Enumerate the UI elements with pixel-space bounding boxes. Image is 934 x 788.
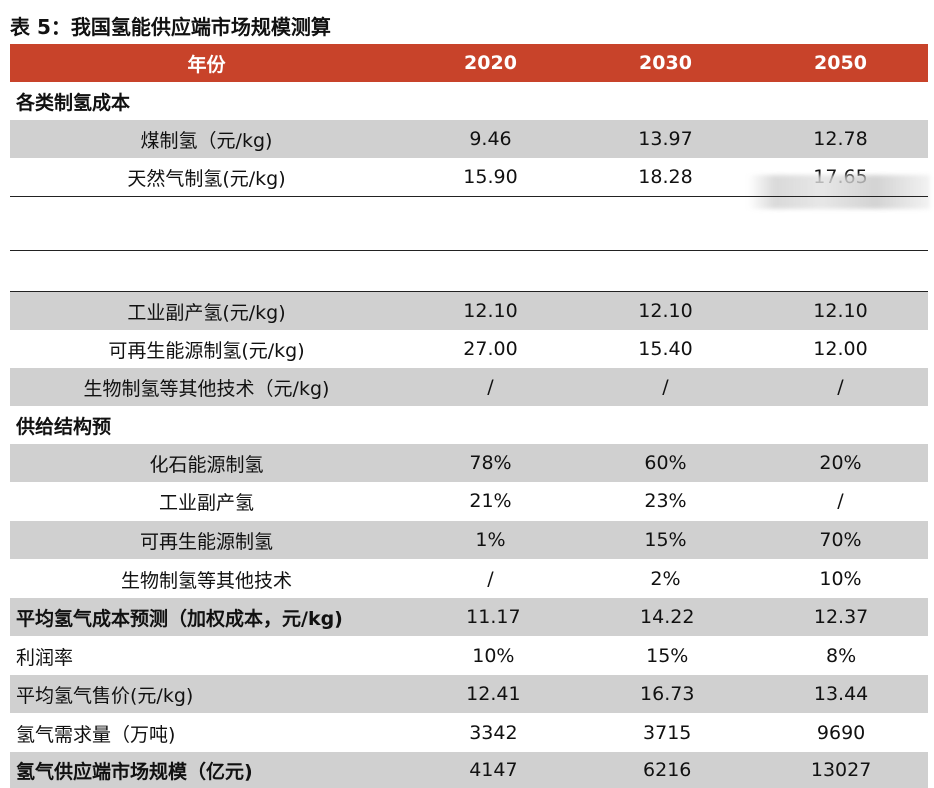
cell-2050: 8%: [826, 645, 857, 667]
cell-2050: 13.44: [813, 683, 869, 705]
section-cost: 各类制氢成本: [10, 82, 928, 120]
cell-2020: 12.10: [463, 300, 518, 322]
cell-2030: 60%: [644, 452, 687, 474]
row-label: 煤制氢（元/kg): [140, 129, 273, 152]
cell-2050: 13027: [810, 759, 872, 781]
cell-2030: 13.97: [638, 128, 693, 150]
table-row: 生物制氢等其他技术 / 2% 10%: [10, 560, 928, 598]
cell-2030: 12.10: [638, 300, 693, 322]
cell-2030: /: [662, 376, 669, 398]
divider: [10, 196, 928, 197]
table-row: 工业副产氢(元/kg) 12.10 12.10 12.10: [10, 292, 928, 330]
row-label: 氢气供应端市场规模（亿元): [16, 760, 253, 783]
table-header: 年份 2020 2030 2050: [10, 44, 928, 82]
cell-2020: 12.41: [466, 683, 521, 705]
header-2030: 2030: [639, 52, 692, 74]
cell-2030: 16.73: [640, 683, 695, 705]
cell-2050: 12.78: [813, 128, 868, 150]
section-label: 各类制氢成本: [16, 91, 131, 114]
cell-2030: 23%: [644, 490, 687, 512]
divider: [10, 291, 928, 292]
table-row: 氢气需求量（万吨) 3342 3715 9690: [10, 714, 928, 752]
row-label: 天然气制氢(元/kg): [127, 167, 286, 190]
row-label: 利润率: [16, 646, 74, 669]
cell-2020: 21%: [469, 490, 512, 512]
cell-2020: 15.90: [463, 166, 518, 188]
row-label: 工业副产氢(元/kg): [127, 301, 286, 324]
cell-2050: 20%: [819, 452, 862, 474]
cell-2020: 1%: [475, 529, 506, 551]
header-2050: 2050: [814, 52, 867, 74]
cell-2020: 9.46: [469, 128, 512, 150]
cell-2050: 12.10: [813, 300, 868, 322]
cell-2030: 15%: [646, 645, 689, 667]
row-label: 平均氢气成本预测（加权成本，元/kg): [16, 607, 343, 630]
row-label: 平均氢气售价(元/kg): [16, 684, 194, 707]
table-row: 利润率 10% 15% 8%: [10, 637, 928, 675]
cell-2020: 4147: [469, 759, 518, 781]
cell-2020: /: [487, 568, 494, 590]
cell-2020: 11.17: [466, 606, 521, 628]
cell-2020: 27.00: [463, 338, 518, 360]
table-row: 化石能源制氢 78% 60% 20%: [10, 444, 928, 482]
table-row: 平均氢气成本预测（加权成本，元/kg) 11.17 14.22 12.37: [10, 598, 928, 636]
cell-2050: 70%: [819, 529, 862, 551]
table-row: 煤制氢（元/kg) 9.46 13.97 12.78: [10, 120, 928, 158]
cell-2020: /: [487, 376, 494, 398]
table-row: 工业副产氢 21% 23% /: [10, 482, 928, 520]
cell-2050: 12.00: [813, 338, 868, 360]
cell-2030: 3715: [643, 722, 692, 744]
row-label: 生物制氢等其他技术: [120, 569, 292, 592]
cell-2020: 10%: [472, 645, 515, 667]
row-label: 生物制氢等其他技术（元/kg): [83, 377, 330, 400]
cell-2050: /: [837, 376, 844, 398]
header-year: 年份: [187, 53, 226, 76]
cell-2050: 9690: [816, 722, 866, 744]
table-row: 氢气供应端市场规模（亿元) 4147 6216 13027: [10, 752, 928, 788]
cell-2050: 12.37: [813, 606, 869, 628]
cell-2050: /: [837, 490, 844, 512]
divider: [10, 250, 928, 251]
table-row: 平均氢气售价(元/kg) 12.41 16.73 13.44: [10, 675, 928, 713]
blurred-watermark: [748, 175, 930, 209]
cell-2020: 3342: [469, 722, 518, 744]
table-title: 表 5：我国氢能供应端市场规模测算: [10, 15, 331, 39]
section-label: 供给结构预: [16, 415, 112, 438]
table-row: 可再生能源制氢(元/kg) 27.00 15.40 12.00: [10, 330, 928, 368]
row-label: 可再生能源制氢(元/kg): [108, 339, 305, 362]
row-label: 氢气需求量（万吨): [16, 723, 176, 746]
cell-2030: 15%: [644, 529, 687, 551]
cell-2050: 10%: [819, 568, 862, 590]
cell-2030: 6216: [643, 759, 692, 781]
header-2020: 2020: [464, 52, 517, 74]
cell-2030: 15.40: [638, 338, 693, 360]
table-row: 可再生能源制氢 1% 15% 70%: [10, 521, 928, 559]
row-label: 可再生能源制氢: [139, 530, 273, 553]
cell-2030: 2%: [650, 568, 681, 590]
cell-2030: 14.22: [640, 606, 695, 628]
cell-2020: 78%: [469, 452, 512, 474]
row-label: 化石能源制氢: [149, 453, 264, 476]
row-label: 工业副产氢: [158, 491, 254, 514]
table-row: 生物制氢等其他技术（元/kg) / / /: [10, 368, 928, 406]
cell-2030: 18.28: [638, 166, 693, 188]
section-supply: 供给结构预: [10, 406, 928, 444]
